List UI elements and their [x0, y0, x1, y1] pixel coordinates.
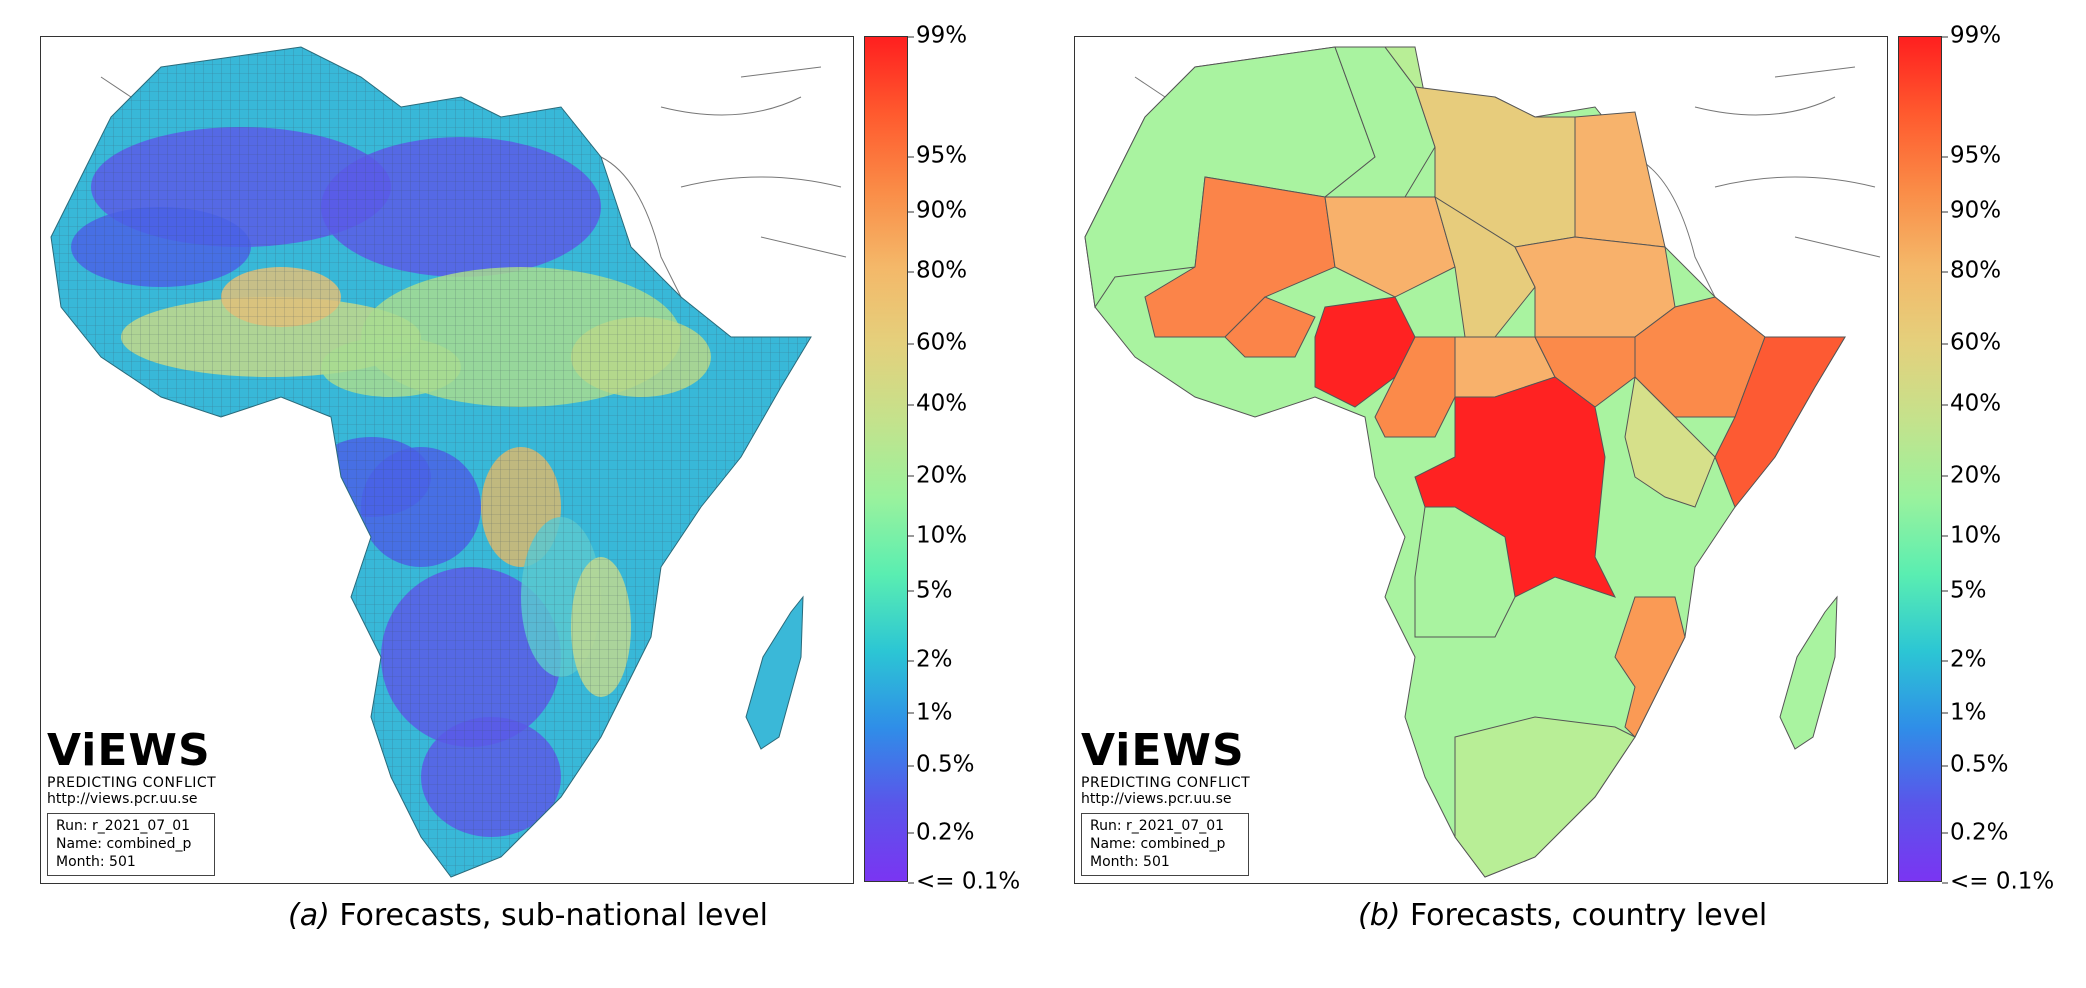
panel-country: ViEWS PREDICTING CONFLICT http://views.p…: [1074, 24, 2074, 936]
country-madagascar: [1779, 595, 1838, 750]
caption-label: (b): [1358, 898, 1401, 933]
coastline-lines: [100, 66, 847, 318]
colorbar-tick-label: 1%: [1942, 699, 1987, 726]
colorbar-tick-label: 80%: [907, 257, 968, 284]
run-info-box: Run: r_2021_07_01 Name: combined_p Month…: [1081, 813, 1249, 876]
colorbar-tick-label: 20%: [907, 462, 968, 489]
colorbar-tick-label: 99%: [907, 22, 968, 49]
colorbar-tick-label: 2%: [1942, 646, 1987, 673]
colorbar-tick-label: 80%: [1941, 257, 2002, 284]
colorbar-tick-label: 10%: [907, 522, 968, 549]
colorbar-tick-label: 40%: [1941, 390, 2002, 417]
run-name: Name: combined_p: [56, 836, 192, 852]
colorbar-tick-label: 0.5%: [1941, 751, 2009, 778]
colorbar-tick-label: 5%: [1942, 577, 1987, 604]
caption-subnational: (a) Forecasts, sub-national level: [288, 898, 768, 933]
country-somalia: [1714, 336, 1846, 508]
colorbar-tick-label: 40%: [907, 390, 968, 417]
colorbar-tick-label: 1%: [908, 699, 953, 726]
colorbar: [1898, 36, 1942, 882]
colorbar: [864, 36, 908, 882]
country-niger: [1324, 196, 1456, 298]
logo-url: http://views.pcr.uu.se: [47, 791, 198, 807]
country-dr-congo: [1414, 376, 1616, 598]
colorbar-tick-label: 99%: [1941, 22, 2002, 49]
colorbar-tick-label: 5%: [908, 577, 953, 604]
country-burkina-faso: [1224, 296, 1316, 358]
country-kenya: [1624, 375, 1716, 508]
colorbar-tick-label: 0.5%: [907, 751, 975, 778]
coastline-lines: [1134, 66, 1881, 318]
run-id: Run: r_2021_07_01: [56, 818, 191, 834]
colorbar-tick-label: 2%: [908, 646, 953, 673]
colorbar-tick-label: <= 0.1%: [1941, 868, 2055, 895]
colorbar-tick-label: 60%: [907, 329, 968, 356]
colorbar-tick-label: <= 0.1%: [907, 868, 1021, 895]
country-angola: [1414, 506, 1516, 638]
country-egypt: [1574, 111, 1666, 248]
run-name: Name: combined_p: [1090, 836, 1226, 852]
map-subnational: ViEWS PREDICTING CONFLICT http://views.p…: [40, 36, 854, 884]
caption-label: (a): [288, 898, 330, 933]
colorbar-tick-label: 10%: [1941, 522, 2002, 549]
colorbar-tick-label: 0.2%: [1941, 819, 2009, 846]
views-logo: ViEWS PREDICTING CONFLICT http://views.p…: [47, 725, 217, 808]
views-logo: ViEWS PREDICTING CONFLICT http://views.p…: [1081, 725, 1251, 808]
logo-wordmark: ViEWS: [47, 725, 211, 776]
logo-wordmark: ViEWS: [1081, 725, 1245, 776]
colorbar-tick-label: 90%: [1941, 197, 2002, 224]
run-month: Month: 501: [1090, 854, 1170, 870]
country-cameroon: [1374, 336, 1456, 438]
panel-subnational: ViEWS PREDICTING CONFLICT http://views.p…: [40, 24, 1040, 936]
colorbar-tick-label: 95%: [1941, 142, 2002, 169]
subnational-grid-map: [50, 46, 847, 878]
caption-text: Forecasts, country level: [1410, 898, 1768, 933]
madagascar-grid: [745, 595, 804, 750]
run-info-box: Run: r_2021_07_01 Name: combined_p Month…: [47, 813, 215, 876]
run-month: Month: 501: [56, 854, 136, 870]
country-nigeria: [1314, 296, 1416, 408]
caption-text: Forecasts, sub-national level: [339, 898, 768, 933]
colorbar-tick-label: 95%: [907, 142, 968, 169]
country-choropleth-map: [1084, 46, 1881, 878]
run-id: Run: r_2021_07_01: [1090, 818, 1225, 834]
logo-url: http://views.pcr.uu.se: [1081, 791, 1232, 807]
logo-tagline: PREDICTING CONFLICT: [1081, 775, 1251, 791]
country-south-africa: [1454, 716, 1636, 878]
country-south-sudan: [1534, 336, 1636, 408]
colorbar-tick-label: 20%: [1941, 462, 2002, 489]
logo-tagline: PREDICTING CONFLICT: [47, 775, 217, 791]
colorbar-tick-label: 60%: [1941, 329, 2002, 356]
country-sudan: [1514, 236, 1676, 338]
colorbar-tick-label: 90%: [907, 197, 968, 224]
map-country: ViEWS PREDICTING CONFLICT http://views.p…: [1074, 36, 1888, 884]
caption-country: (b) Forecasts, country level: [1358, 898, 1767, 933]
colorbar-tick-label: 0.2%: [907, 819, 975, 846]
